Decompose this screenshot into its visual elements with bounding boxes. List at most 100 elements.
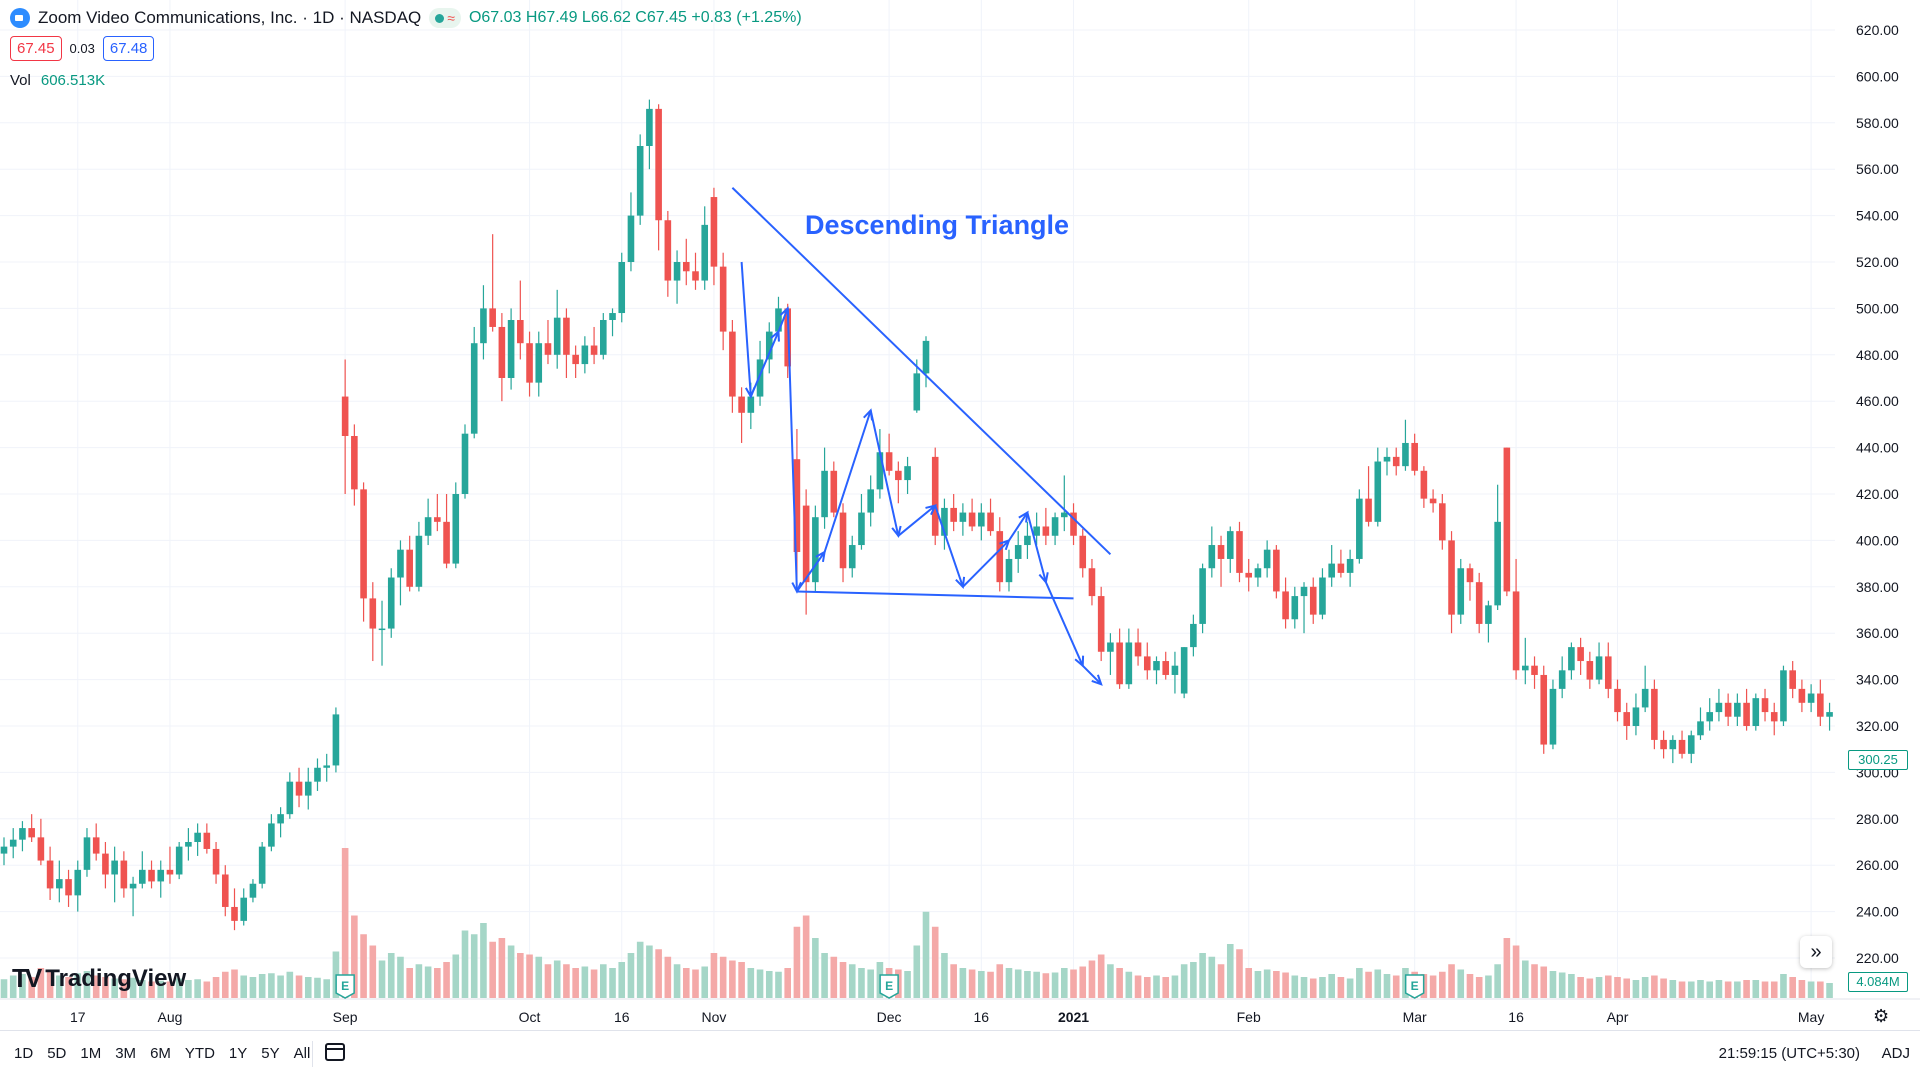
volume-bar bbox=[784, 968, 791, 998]
volume-tag: 4.084M bbox=[1848, 972, 1908, 992]
range-button-3m[interactable]: 3M bbox=[115, 1045, 137, 1062]
candle-body bbox=[1494, 521, 1501, 606]
candle bbox=[1153, 656, 1160, 685]
candle-body bbox=[1826, 712, 1833, 717]
candle bbox=[1337, 549, 1345, 578]
candle bbox=[470, 326, 478, 439]
candle bbox=[148, 860, 155, 889]
candle-body bbox=[351, 436, 358, 490]
range-button-all[interactable]: All bbox=[293, 1045, 311, 1062]
time-tick-label: Dec bbox=[877, 1009, 902, 1025]
volume-bar bbox=[1291, 975, 1299, 998]
volume-bar bbox=[950, 964, 957, 998]
zigzag-arrowhead bbox=[791, 581, 802, 594]
volume-bar bbox=[802, 915, 810, 998]
range-button-1y[interactable]: 1Y bbox=[228, 1045, 248, 1062]
volume-bar bbox=[1236, 949, 1243, 998]
volume-bar bbox=[553, 960, 561, 998]
volume-bar bbox=[1143, 977, 1151, 998]
candle-body bbox=[258, 846, 266, 884]
earnings-marker-shape bbox=[335, 974, 355, 999]
support-line bbox=[796, 590, 1074, 600]
range-button-ytd[interactable]: YTD bbox=[184, 1045, 215, 1062]
zigzag-arrowhead bbox=[891, 525, 902, 539]
candle-body bbox=[1236, 531, 1243, 573]
candle bbox=[378, 600, 386, 666]
volume-bar bbox=[572, 968, 579, 998]
candle-body bbox=[268, 823, 275, 847]
volume-bar bbox=[148, 981, 155, 998]
volume-bar bbox=[406, 968, 413, 998]
candle-body bbox=[1328, 563, 1335, 578]
candle bbox=[1217, 535, 1225, 587]
candle-body bbox=[28, 828, 35, 838]
candle-body bbox=[1024, 535, 1031, 546]
price-axis[interactable]: 620.00 600.00 580.00 560.00 540.00 520.00 500.… bbox=[1835, 0, 1920, 1030]
candle bbox=[1116, 628, 1123, 689]
volume-bar bbox=[0, 979, 8, 998]
pattern-annotation[interactable]: Descending Triangle bbox=[805, 210, 1070, 240]
candle bbox=[185, 828, 192, 861]
candle bbox=[1383, 447, 1391, 476]
candle bbox=[0, 837, 8, 866]
market-status-pill[interactable]: ≈ bbox=[429, 8, 461, 28]
candle-body bbox=[323, 765, 330, 768]
volume-value: 606.513K bbox=[40, 72, 106, 89]
volume-bar bbox=[268, 973, 275, 998]
candle-body bbox=[1586, 661, 1594, 680]
candle-body bbox=[1134, 642, 1142, 657]
price-chart[interactable]: 620.00 600.00 580.00 560.00 540.00 520.00 500.… bbox=[0, 0, 1920, 1030]
time-tick-label: Oct bbox=[519, 1009, 541, 1025]
symbol-title[interactable]: Zoom Video Communications, Inc. · 1D · N… bbox=[38, 8, 422, 27]
candle bbox=[341, 359, 349, 494]
range-button-5d[interactable]: 5D bbox=[47, 1045, 67, 1062]
candle bbox=[1263, 540, 1271, 578]
candle bbox=[268, 814, 275, 852]
candle bbox=[212, 842, 220, 884]
zigzag-arrowhead bbox=[1018, 510, 1029, 523]
candle-body bbox=[1051, 517, 1059, 536]
candle bbox=[323, 753, 330, 782]
candle-body bbox=[332, 714, 340, 766]
volume-bar bbox=[1706, 981, 1713, 998]
candle-body bbox=[175, 846, 183, 875]
price-tick-label: 260.00 bbox=[1856, 857, 1899, 873]
time-tick-label: Aug bbox=[157, 1009, 182, 1025]
candle bbox=[1088, 558, 1096, 606]
volume-label[interactable]: Vol bbox=[10, 72, 31, 89]
volume-bar bbox=[221, 971, 229, 998]
volume-bar bbox=[1586, 978, 1594, 998]
volume-bar bbox=[1346, 978, 1354, 998]
tradingview-logo[interactable]: TV TradingView bbox=[12, 963, 186, 994]
range-button-5y[interactable]: 5Y bbox=[261, 1045, 280, 1062]
candle-body bbox=[46, 860, 54, 889]
candle bbox=[1051, 512, 1059, 546]
range-button-6m[interactable]: 6M bbox=[150, 1045, 171, 1062]
price-tick-label: 320.00 bbox=[1856, 718, 1899, 734]
candle-body bbox=[692, 271, 699, 281]
candle-body bbox=[507, 320, 515, 378]
scroll-to-realtime-button[interactable]: » bbox=[1800, 936, 1832, 968]
range-button-1m[interactable]: 1M bbox=[80, 1045, 102, 1062]
volume-bar bbox=[1162, 977, 1170, 998]
candle bbox=[1807, 684, 1815, 713]
adj-toggle[interactable]: ADJ bbox=[1881, 1045, 1910, 1062]
volume-bar bbox=[92, 975, 100, 998]
candle-body bbox=[1429, 498, 1437, 504]
time-axis[interactable]: 17 Aug Sep Oct 16 Nov Dec 16 2021 Feb Mar 16 Apr May bbox=[0, 998, 1920, 1030]
candle-body bbox=[1669, 739, 1677, 750]
volume-bar bbox=[1070, 969, 1077, 998]
chart-settings-icon[interactable]: ⚙ bbox=[1873, 1006, 1890, 1026]
price-tick-label: 240.00 bbox=[1856, 904, 1899, 920]
clock-display[interactable]: 21:59:15 (UTC+5:30) bbox=[1718, 1045, 1860, 1062]
calendar-icon[interactable] bbox=[325, 1043, 345, 1061]
candle bbox=[1503, 447, 1511, 597]
candle-body bbox=[738, 396, 745, 413]
candle-body bbox=[913, 373, 921, 411]
buy-price-button[interactable]: 67.48 bbox=[102, 36, 155, 61]
candle-body bbox=[1734, 702, 1741, 717]
volume-bar bbox=[627, 953, 635, 998]
range-button-1d[interactable]: 1D bbox=[14, 1045, 34, 1062]
candle bbox=[968, 498, 976, 532]
sell-price-button[interactable]: 67.45 bbox=[10, 36, 62, 61]
